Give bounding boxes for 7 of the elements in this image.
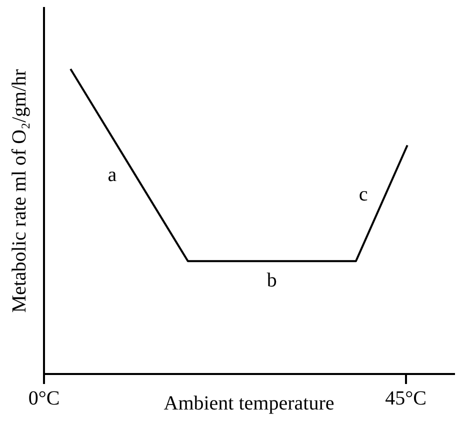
y-axis-title: Metabolic rate ml of O₂/gm/hr: [8, 68, 30, 313]
annotation: a: [108, 164, 117, 186]
x-tick-label: 45°C: [385, 387, 426, 410]
x-tick-label: 0°C: [28, 387, 60, 410]
x-axis-title: Ambient temperature: [164, 392, 334, 414]
annotation: c: [358, 183, 368, 206]
annotation: b: [266, 269, 277, 292]
